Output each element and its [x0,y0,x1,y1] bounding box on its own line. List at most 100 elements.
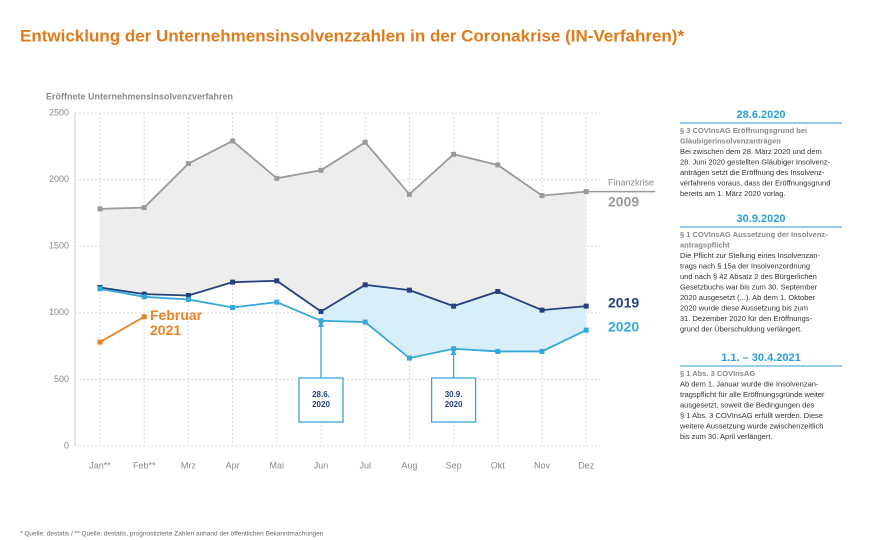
sidebar-body: anträgen setzt die Eröffnung des Insolve… [680,168,825,177]
sidebar-subtitle: § 1 COVInsAG Aussetzung der Insolvenz- [680,230,828,239]
sidebar-body: ausgesetzt, soweit die Bedingungen des [680,400,815,409]
marker [97,339,103,345]
marker [362,319,368,325]
series-note: Finanzkrise [608,177,654,187]
x-tick-label: Jul [359,460,371,470]
marker [495,288,501,294]
marker [406,355,412,361]
sidebar-body: 2020 ausgesetzt (...). Ab dem 1. Oktober [680,293,816,302]
y-axis-label: Eröffnete Unternehmensinsolvenzverfahren [46,91,233,101]
marker [362,139,368,145]
marker [539,348,545,354]
sidebar-body: bereits am 1. März 2020 vorlag. [680,189,785,198]
marker [274,299,280,305]
line [99,139,587,210]
sidebar-body: 31. Dezember 2020 für den Eröffnungs- [680,314,813,323]
sidebar-subtitle: § 3 COVInsAG Eröffnungsgrund bei [680,126,807,135]
marker [97,206,103,212]
x-tick-label: Mai [270,460,285,470]
x-tick-label: Feb** [133,460,156,470]
marker [583,303,589,309]
callout-arrowhead [318,321,324,327]
series-label: 2009 [608,194,639,210]
marker [185,292,191,298]
sidebar-body: Ab dem 1. Januar wurde die Insolvenzan- [680,379,819,388]
marker [185,161,191,167]
marker [230,279,236,285]
series-label: Februar 2021 [150,307,203,338]
marker [230,304,236,310]
sidebar-heading: 30.9.2020 [737,213,786,225]
marker [451,303,457,309]
x-tick-label: Apr [226,460,240,470]
sidebar-body: Bei zwischen dem 28. März 2020 und dem [680,147,822,156]
x-tick-label: Nov [534,460,551,470]
footnote: * Quelle: destatis / ** Quelle: destatis… [20,531,324,538]
series-label: 2020 [608,319,639,335]
callout-box [430,377,477,423]
x-tick-label: Sep [446,460,462,470]
line [99,316,145,343]
marker [451,346,457,352]
y-tick-label: 0 [64,440,69,450]
callout-text: 28.6. 2020 [312,390,330,409]
line [99,279,587,313]
marker [539,307,545,313]
sidebar-body: und nach § 42 Absatz 2 des Bürgerlichen [680,272,817,281]
sidebar-body: Gesetzbuchs war bis zum 30. September [680,282,818,291]
sidebar-body: bis zum 30. April verlängert. [680,432,773,441]
callout-text: 30.9. 2020 [444,390,463,409]
marker [451,151,457,157]
marker [230,138,236,144]
marker [318,167,324,173]
x-tick-label: Dez [578,460,595,470]
sidebar-body: trags nach § 15a der Insolvenzordnung [680,261,810,270]
x-tick-label: Okt [491,460,506,470]
sidebar-body: grund der Überschuldung verlängert. [680,324,802,333]
x-tick-label: Jun [314,460,329,470]
marker [141,294,147,300]
marker [583,189,589,195]
chart-title: Entwicklung der Unternehmensinsolvenzzah… [20,26,684,45]
marker [318,318,324,324]
marker [141,314,147,320]
series-label: 2019 [608,295,639,311]
marker [495,162,501,168]
callout-box [298,377,344,423]
x-tick-label: Aug [401,460,417,470]
y-tick-label: 2000 [49,174,69,184]
marker [274,278,280,284]
sidebar-body: 28. Juni 2020 gestellten Gläubiger Insol… [680,157,831,166]
marker [495,348,501,354]
x-tick-label: Mrz [181,460,196,470]
sidebar-body: Die Pflicht zur Stellung eines Insolvenz… [680,251,821,260]
marker [141,205,147,211]
marker [185,296,191,302]
sidebar-body: tragspflicht für alle Eröffnungsgründe w… [680,390,825,399]
marker [274,175,280,181]
sidebar-heading: 1.1. – 30.4.2021 [721,352,801,364]
sidebar-body: § 1 Abs. 3 COVInsAG erfüllt werden. Dies… [680,411,823,420]
marker [406,191,412,197]
marker [583,327,589,333]
y-tick-label: 2500 [49,107,69,117]
marker [406,287,412,293]
sidebar-body: weitere Aussetzung wurde zwischenzeitlic… [679,421,823,430]
marker [141,291,147,297]
sidebar-body: verfahrens voraus, dass der Eröffnungsgr… [680,178,830,187]
sidebar-body: 2020 wurde diese Aussetzung bis zum [680,303,808,312]
sidebar-subtitle: antragspflicht [680,240,730,249]
marker [539,193,545,199]
sidebar-subtitle: § 1 Abs. 3 COVInsAG [680,369,755,378]
sidebar-subtitle: Gläubigerinsolvenzanträgen [680,136,781,145]
y-tick-label: 500 [54,374,69,384]
marker [318,308,324,314]
shade-2009 [100,140,587,312]
x-tick-label: Jan** [89,460,111,470]
sidebar-heading: 28.6.2020 [737,109,786,121]
marker [362,282,368,288]
y-tick-label: 1500 [49,241,69,251]
marker [97,286,103,292]
